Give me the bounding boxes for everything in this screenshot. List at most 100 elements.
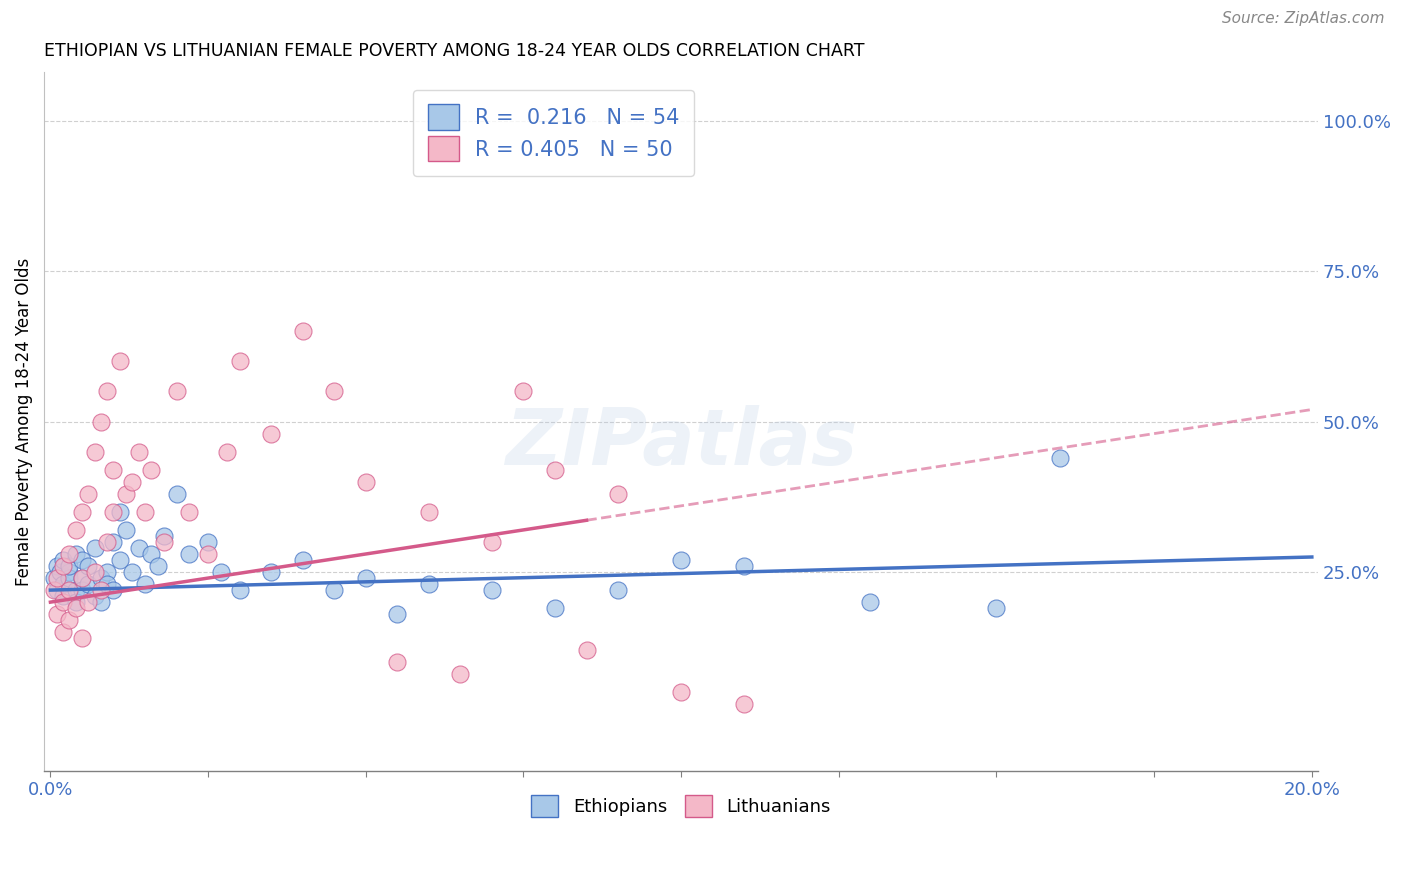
Point xyxy=(481,583,503,598)
Point xyxy=(121,565,143,579)
Point xyxy=(146,559,169,574)
Point xyxy=(58,613,80,627)
Point xyxy=(323,583,346,598)
Point xyxy=(52,553,75,567)
Point xyxy=(134,577,156,591)
Point xyxy=(58,547,80,561)
Point xyxy=(228,583,250,598)
Point xyxy=(115,523,138,537)
Point xyxy=(45,559,67,574)
Point xyxy=(166,487,188,501)
Point xyxy=(103,463,125,477)
Point xyxy=(209,565,232,579)
Point xyxy=(449,667,471,681)
Point xyxy=(77,559,100,574)
Point xyxy=(52,589,75,603)
Point xyxy=(669,685,692,699)
Point xyxy=(179,547,201,561)
Point xyxy=(607,583,630,598)
Point xyxy=(128,444,150,458)
Point xyxy=(70,571,93,585)
Point xyxy=(96,535,118,549)
Point xyxy=(121,475,143,489)
Point xyxy=(45,607,67,622)
Point xyxy=(77,577,100,591)
Point xyxy=(58,571,80,585)
Point xyxy=(58,583,80,598)
Point xyxy=(83,541,105,555)
Point xyxy=(481,535,503,549)
Point xyxy=(65,583,87,598)
Point xyxy=(70,632,93,646)
Point xyxy=(141,463,163,477)
Point xyxy=(153,529,176,543)
Point xyxy=(70,505,93,519)
Point xyxy=(512,384,534,399)
Point xyxy=(65,523,87,537)
Point xyxy=(108,553,131,567)
Point xyxy=(986,601,1008,615)
Point xyxy=(128,541,150,555)
Point xyxy=(77,595,100,609)
Text: Source: ZipAtlas.com: Source: ZipAtlas.com xyxy=(1222,11,1385,26)
Point xyxy=(134,505,156,519)
Point xyxy=(83,565,105,579)
Point xyxy=(90,583,112,598)
Point xyxy=(197,547,219,561)
Point xyxy=(65,601,87,615)
Point xyxy=(103,505,125,519)
Point xyxy=(96,384,118,399)
Point xyxy=(733,698,755,712)
Point xyxy=(108,505,131,519)
Point xyxy=(58,565,80,579)
Y-axis label: Female Poverty Among 18-24 Year Olds: Female Poverty Among 18-24 Year Olds xyxy=(15,258,32,586)
Point xyxy=(65,547,87,561)
Point xyxy=(42,571,65,585)
Point xyxy=(108,354,131,368)
Point xyxy=(65,595,87,609)
Point xyxy=(179,505,201,519)
Point xyxy=(96,565,118,579)
Point xyxy=(70,553,93,567)
Point xyxy=(58,559,80,574)
Point xyxy=(49,565,72,579)
Point xyxy=(418,505,440,519)
Point xyxy=(323,384,346,399)
Point xyxy=(42,583,65,598)
Point xyxy=(52,577,75,591)
Point xyxy=(260,565,283,579)
Point xyxy=(166,384,188,399)
Point xyxy=(52,625,75,640)
Point xyxy=(291,324,314,338)
Point xyxy=(45,571,67,585)
Point xyxy=(859,595,882,609)
Legend: Ethiopians, Lithuanians: Ethiopians, Lithuanians xyxy=(524,788,838,824)
Point xyxy=(83,444,105,458)
Point xyxy=(70,571,93,585)
Point xyxy=(544,463,567,477)
Point xyxy=(1049,450,1071,465)
Point xyxy=(90,571,112,585)
Point xyxy=(387,656,409,670)
Point xyxy=(291,553,314,567)
Point xyxy=(90,595,112,609)
Point xyxy=(354,571,377,585)
Point xyxy=(103,535,125,549)
Text: ZIPatlas: ZIPatlas xyxy=(505,404,858,481)
Point xyxy=(115,487,138,501)
Point xyxy=(70,583,93,598)
Point xyxy=(45,583,67,598)
Point xyxy=(153,535,176,549)
Point xyxy=(96,577,118,591)
Point xyxy=(575,643,598,657)
Point xyxy=(197,535,219,549)
Point xyxy=(52,595,75,609)
Point xyxy=(354,475,377,489)
Point xyxy=(103,583,125,598)
Text: ETHIOPIAN VS LITHUANIAN FEMALE POVERTY AMONG 18-24 YEAR OLDS CORRELATION CHART: ETHIOPIAN VS LITHUANIAN FEMALE POVERTY A… xyxy=(44,42,865,60)
Point xyxy=(669,553,692,567)
Point xyxy=(607,487,630,501)
Point xyxy=(83,589,105,603)
Point xyxy=(260,426,283,441)
Point xyxy=(387,607,409,622)
